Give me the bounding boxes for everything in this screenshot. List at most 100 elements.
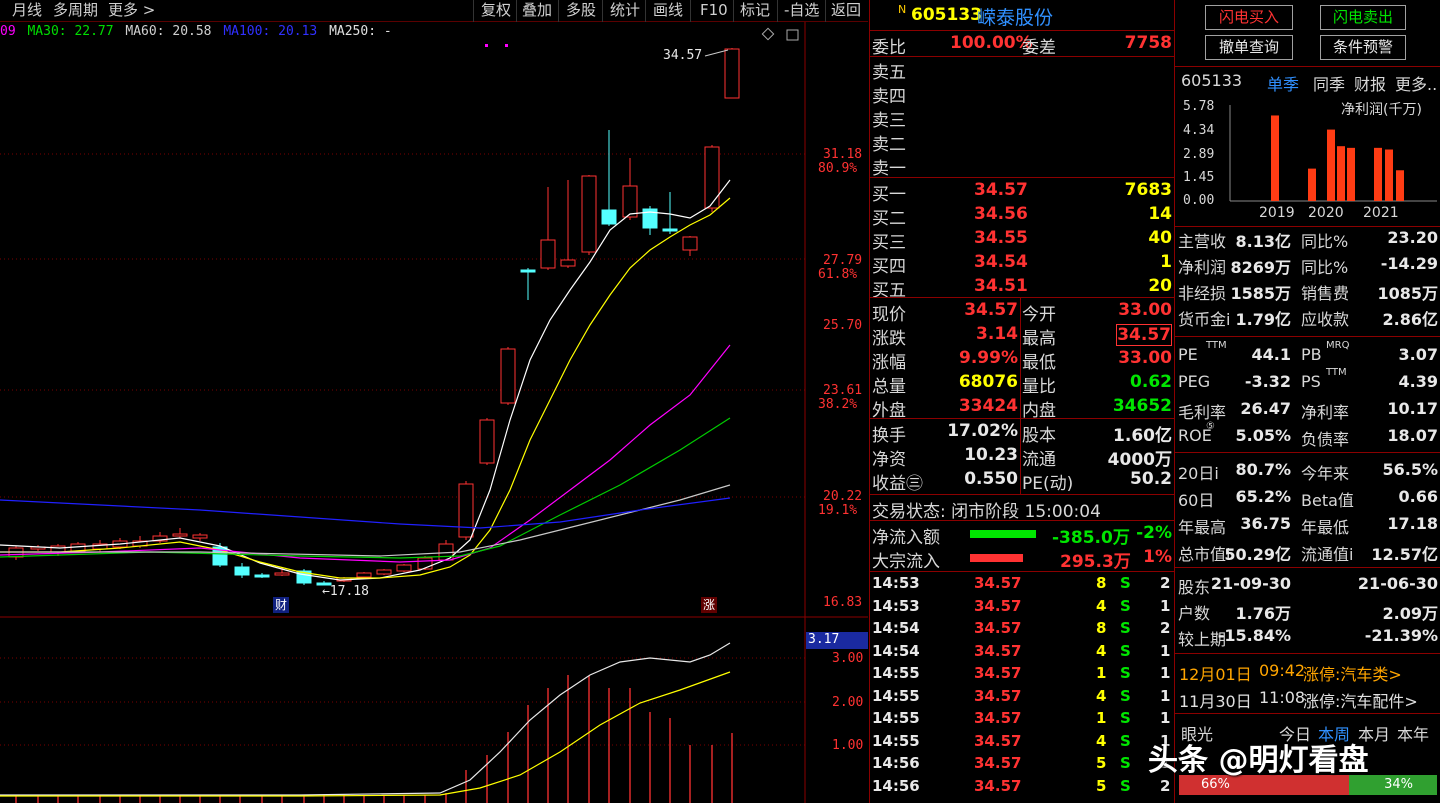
toolbar-mark[interactable]: 标记 bbox=[740, 1, 771, 19]
toolbar-remove-watchlist[interactable]: -自选 bbox=[784, 1, 820, 19]
tab-report[interactable]: 财报 bbox=[1354, 75, 1387, 94]
low-marker: ←17.18 bbox=[322, 584, 369, 599]
holder-row: 较上期 -15.84% -21.39% bbox=[1175, 626, 1440, 650]
flash-buy-button[interactable]: 闪电买入 bbox=[1205, 5, 1293, 30]
sell-level-label: 卖三 bbox=[872, 111, 906, 131]
tab-week[interactable]: 本周 bbox=[1318, 725, 1351, 744]
stat2-row: 收益㊂ 0.550 PE(动) 50.2 bbox=[870, 469, 1175, 494]
val-label: ROE bbox=[1178, 426, 1212, 445]
news-item[interactable]: 12月01日 09:42 涨停:汽车类> bbox=[1175, 661, 1440, 685]
tick-row: 14:55 34.57 1 S 1 bbox=[870, 664, 1175, 687]
weicha-value: 7758 bbox=[1124, 33, 1172, 53]
news-date[interactable]: 12月01日 bbox=[1179, 665, 1252, 684]
val-label: PE bbox=[1178, 345, 1198, 364]
toolbar-multi-stock[interactable]: 多股 bbox=[566, 1, 597, 19]
sell-row-5: 卖五 bbox=[870, 58, 1175, 83]
val-label: 净利率 bbox=[1301, 403, 1350, 422]
fin-value: 23.20 bbox=[1387, 228, 1438, 247]
fin-value: -14.29 bbox=[1380, 254, 1438, 273]
holder-row: 股东 21-09-30 21-06-30 bbox=[1175, 574, 1440, 598]
event-cai-icon[interactable]: 财 bbox=[273, 597, 289, 613]
cancel-query-button[interactable]: 撤单查询 bbox=[1205, 35, 1293, 60]
buy-price: 34.55 bbox=[974, 228, 1028, 248]
stat-label: 涨幅 bbox=[872, 353, 906, 373]
block-inflow-bar bbox=[970, 554, 1023, 562]
tick-volume: 5 bbox=[1096, 754, 1107, 772]
toolbar-fuquan[interactable]: 复权 bbox=[481, 1, 512, 19]
news-text[interactable]: 涨停:汽车类> bbox=[1303, 665, 1402, 684]
holder-label: 较上期 bbox=[1178, 630, 1227, 649]
buy-row-1: 买一 34.57 7683 bbox=[870, 180, 1175, 205]
perf-label: 流通值i bbox=[1301, 545, 1354, 564]
toolbar-multi-period[interactable]: 多周期 bbox=[53, 1, 99, 19]
toolbar-more[interactable]: 更多 > bbox=[108, 1, 156, 19]
holder-value: -15.84% bbox=[1217, 626, 1291, 645]
tab-month[interactable]: 本月 bbox=[1358, 725, 1391, 744]
buy-price: 34.51 bbox=[974, 276, 1028, 296]
kline-chart[interactable]: 34.57 ←17.18 31.18 80.9% 27.79 61.8% 25.… bbox=[0, 22, 868, 803]
fin-row: 主营收 8.13亿 同比% 23.20 bbox=[1175, 228, 1440, 252]
indicator-line-yellow bbox=[0, 671, 731, 797]
stat-value: 33.00 bbox=[1118, 348, 1172, 368]
holder-value: 21-06-30 bbox=[1357, 574, 1438, 593]
tick-volume: 4 bbox=[1096, 596, 1107, 615]
price-tick: 20.22 bbox=[823, 489, 863, 504]
flash-sell-button[interactable]: 闪电卖出 bbox=[1320, 5, 1406, 30]
toolbar-stats[interactable]: 统计 bbox=[610, 1, 641, 19]
toolbar-draw[interactable]: 画线 bbox=[653, 1, 684, 19]
tick-volume: 8 bbox=[1096, 574, 1107, 592]
tab-single-quarter[interactable]: 单季 bbox=[1267, 75, 1300, 94]
stat-row: 总量 68076 量比 0.62 bbox=[870, 372, 1175, 397]
condition-alert-button[interactable]: 条件预警 bbox=[1320, 35, 1406, 60]
event-zhang-icon[interactable]: 涨 bbox=[701, 597, 717, 613]
candle-down bbox=[520, 269, 536, 273]
candle-down bbox=[642, 208, 658, 229]
news-time[interactable]: 11:08 bbox=[1259, 688, 1306, 707]
news-time[interactable]: 09:42 bbox=[1259, 661, 1306, 680]
perf-label: 今年来 bbox=[1301, 464, 1350, 483]
tab-year[interactable]: 本年 bbox=[1397, 725, 1430, 744]
tick-price: 34.57 bbox=[974, 664, 1022, 682]
toolbar-back[interactable]: 返回 bbox=[831, 1, 862, 19]
fin-value: 2.86亿 bbox=[1382, 310, 1438, 329]
toolbar-monthly[interactable]: 月线 bbox=[12, 1, 43, 19]
stat-value: 34652 bbox=[1112, 396, 1172, 416]
buy-level-label: 买五 bbox=[872, 281, 906, 301]
buy-price: 34.54 bbox=[974, 252, 1028, 272]
candle-down bbox=[316, 582, 332, 586]
val-label: 负债率 bbox=[1301, 430, 1350, 449]
price-tick: 25.70 bbox=[823, 318, 863, 333]
chart-toolbar: 月线 多周期 更多 > 复权 叠加 多股 统计 画线 F10 标记 -自选 返回 bbox=[0, 0, 868, 22]
tick-time: 14:55 bbox=[872, 686, 920, 705]
toolbar-f10[interactable]: F10 bbox=[700, 1, 728, 19]
news-date[interactable]: 11月30日 bbox=[1179, 692, 1252, 711]
stock-header: N 605133 嵘泰股份 bbox=[870, 3, 1175, 29]
ma60-line bbox=[0, 484, 731, 557]
tick-price: 34.57 bbox=[974, 709, 1022, 727]
val-value: 3.07 bbox=[1398, 345, 1438, 364]
perf-row: 总市值i 50.29亿 流通值i 12.57亿 bbox=[1175, 541, 1440, 565]
candle-up bbox=[560, 259, 576, 267]
tab-eyesight[interactable]: 眼光 bbox=[1181, 725, 1214, 744]
price-tick: 31.18 bbox=[823, 147, 863, 162]
ma20-legend: 09 bbox=[0, 24, 16, 39]
news-item[interactable]: 11月30日 11:08 涨停:汽车配件> bbox=[1175, 688, 1440, 712]
buy-row-4: 买四 34.54 1 bbox=[870, 252, 1175, 277]
holder-label: 户数 bbox=[1178, 604, 1211, 623]
tick-volume: 8 bbox=[1096, 619, 1107, 637]
stat2-label: 股本 bbox=[1022, 426, 1056, 446]
candle-down bbox=[254, 574, 270, 578]
toolbar-overlay[interactable]: 叠加 bbox=[522, 1, 553, 19]
tick-row: 14:55 34.57 4 S 1 bbox=[870, 732, 1175, 755]
tab-today[interactable]: 今日 bbox=[1279, 725, 1312, 744]
tab-code[interactable]: 605133 bbox=[1181, 71, 1243, 90]
stat2-row: 换手 17.02% 股本 1.60亿 bbox=[870, 421, 1175, 446]
tab-more[interactable]: 更多.. bbox=[1395, 75, 1438, 94]
stat-value: 3.14 bbox=[976, 324, 1018, 344]
news-text[interactable]: 涨停:汽车配件> bbox=[1303, 692, 1418, 711]
stat2-label: 收益㊂ bbox=[872, 474, 923, 494]
val-row: 毛利率 26.47 净利率 10.17 bbox=[1175, 399, 1440, 423]
fin-value: 8269万 bbox=[1230, 258, 1291, 277]
perf-label: Beta值 bbox=[1301, 491, 1354, 510]
tab-same-quarter[interactable]: 同季 bbox=[1313, 75, 1346, 94]
